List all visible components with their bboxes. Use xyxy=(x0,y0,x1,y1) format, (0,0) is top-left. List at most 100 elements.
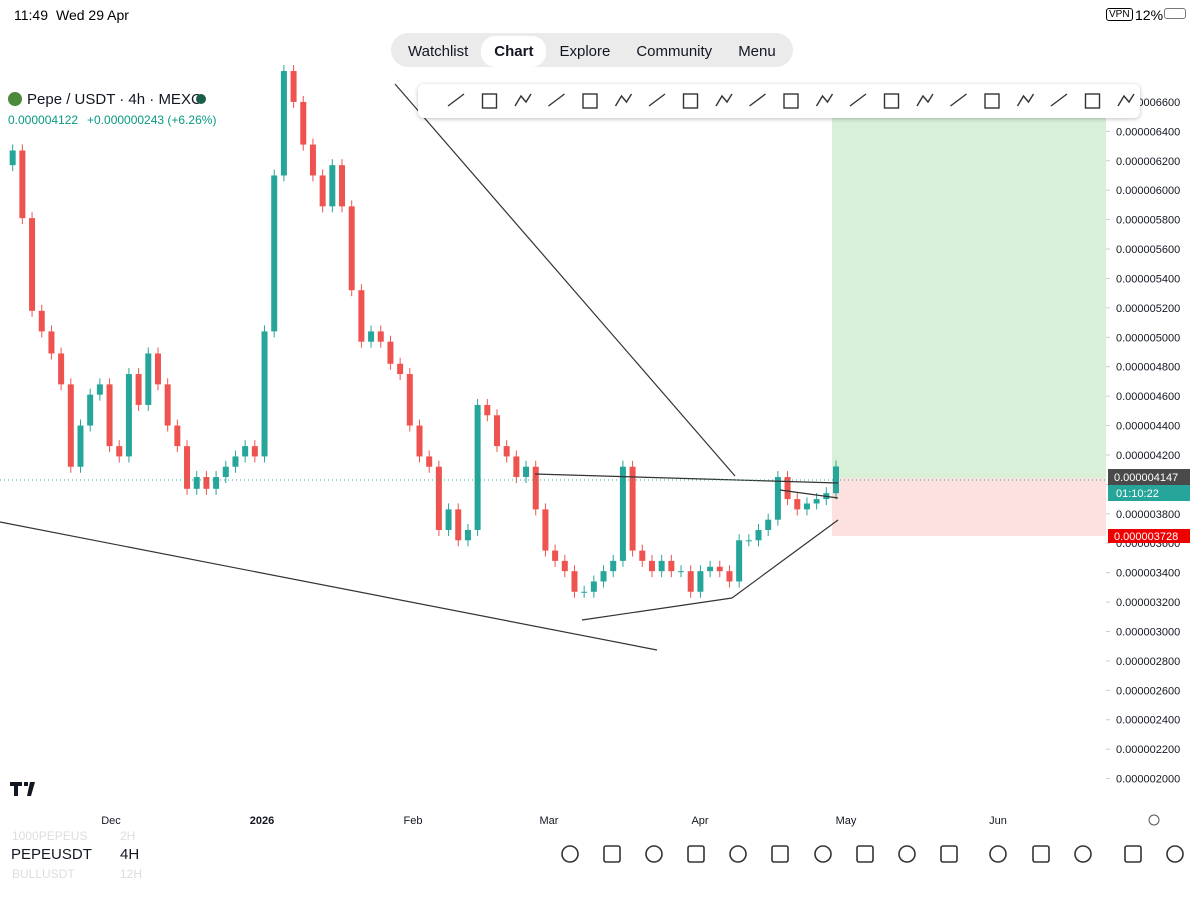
tool-icon[interactable] xyxy=(883,93,900,109)
candle-body xyxy=(571,571,578,592)
next-symbol[interactable]: BULLUSDT xyxy=(12,867,75,881)
tool-icon[interactable] xyxy=(749,93,766,107)
candle-body xyxy=(503,446,510,457)
bottom-icon[interactable] xyxy=(603,845,621,863)
tool-icon[interactable] xyxy=(715,93,733,107)
y-tick-label: 0.000003400 xyxy=(1116,568,1180,580)
candle-body xyxy=(493,415,500,447)
y-tick-label: 0.000005000 xyxy=(1116,332,1180,344)
candle-body xyxy=(251,446,258,457)
candle-body xyxy=(377,331,384,342)
x-tick-label: 2026 xyxy=(250,815,274,827)
candle-body xyxy=(154,353,161,385)
candle-body xyxy=(474,404,481,530)
candle-body xyxy=(193,477,200,489)
nav-tab[interactable]: Community xyxy=(636,43,713,60)
candle-body xyxy=(687,571,694,592)
bottom-icon[interactable] xyxy=(645,845,663,863)
interval[interactable]: 4H xyxy=(120,846,140,863)
prev-interval[interactable]: 2H xyxy=(120,829,136,843)
trend-line xyxy=(394,83,736,477)
bottom-icon[interactable] xyxy=(561,845,579,863)
bottom-icon[interactable] xyxy=(729,845,747,863)
candle-body xyxy=(523,466,530,478)
bottom-icon[interactable] xyxy=(814,845,832,863)
bottom-bar xyxy=(0,830,1200,900)
trend-line xyxy=(0,521,658,651)
candle-body xyxy=(542,509,549,551)
nav-tab[interactable]: Chart xyxy=(481,36,547,67)
y-tick-label: 0.000005600 xyxy=(1116,244,1180,256)
stop-price-tag xyxy=(1108,529,1190,543)
candle-body xyxy=(48,331,55,354)
candle-body xyxy=(19,150,26,219)
candle-body xyxy=(222,466,229,478)
candle-body xyxy=(552,550,559,561)
bottom-icon[interactable] xyxy=(940,845,958,863)
next-interval[interactable]: 12H xyxy=(120,867,143,881)
candle-body xyxy=(271,175,278,332)
tool-icon[interactable] xyxy=(783,93,799,109)
x-tick-label: Mar xyxy=(540,815,559,827)
symbol[interactable]: PEPEUSDT xyxy=(11,846,92,863)
tool-icon[interactable] xyxy=(916,93,934,107)
bottom-icon[interactable] xyxy=(687,845,705,863)
bottom-icon[interactable] xyxy=(1124,845,1142,863)
tool-icon[interactable] xyxy=(849,93,867,107)
candle-body xyxy=(629,466,636,551)
tool-icon[interactable] xyxy=(614,93,633,107)
nav-tab[interactable]: Menu xyxy=(738,43,776,60)
header-change: +0.000000243 (+6.26%) xyxy=(87,113,217,127)
nav-tab[interactable]: Explore xyxy=(559,43,611,60)
nav-tab[interactable]: Watchlist xyxy=(408,43,469,60)
tool-icon[interactable] xyxy=(1117,93,1135,107)
tool-icon[interactable] xyxy=(1016,93,1035,107)
candle-body xyxy=(319,175,326,207)
tool-icon[interactable] xyxy=(815,93,834,107)
candle-body xyxy=(242,446,249,457)
tool-icon[interactable] xyxy=(1084,93,1101,109)
candle-body xyxy=(280,71,287,176)
candle-body xyxy=(803,503,810,510)
bottom-icon[interactable] xyxy=(898,845,916,863)
bottom-icon[interactable] xyxy=(989,845,1007,863)
candle-body xyxy=(561,560,568,572)
bottom-icon[interactable] xyxy=(1166,845,1184,863)
tool-icon[interactable] xyxy=(950,93,967,107)
tool-icon[interactable] xyxy=(514,93,532,107)
y-tick-label: 0.000005400 xyxy=(1116,273,1180,285)
candle-body xyxy=(600,571,607,582)
bottom-icon[interactable] xyxy=(771,845,789,863)
candle-body xyxy=(203,477,210,489)
bottom-icon[interactable] xyxy=(856,845,874,863)
drawing-toolbar xyxy=(418,84,1140,118)
candle-body xyxy=(29,218,36,311)
candle-body xyxy=(668,560,675,572)
tool-icon[interactable] xyxy=(984,93,1000,109)
candle-body xyxy=(387,341,394,364)
bottom-icon[interactable] xyxy=(1032,845,1050,863)
candle-body xyxy=(261,331,268,457)
candle-body xyxy=(755,529,762,541)
candle-body xyxy=(716,566,723,572)
tool-icon[interactable] xyxy=(648,93,666,107)
tool-icon[interactable] xyxy=(481,93,498,109)
tool-icon[interactable] xyxy=(582,93,598,109)
tool-icon[interactable] xyxy=(548,93,565,107)
candle-body xyxy=(87,394,94,426)
y-tick-label: 0.000005200 xyxy=(1116,303,1180,315)
candle-body xyxy=(329,165,336,207)
bottom-icon[interactable] xyxy=(1074,845,1092,863)
prev-symbol[interactable]: 1000PEPEUS xyxy=(12,829,88,843)
x-tick-label: Dec xyxy=(101,815,121,827)
bottom-icons xyxy=(561,845,1184,863)
tool-icon[interactable] xyxy=(447,93,465,107)
candle-body xyxy=(697,571,704,592)
nav-bar: Watchlist Chart Explore Community Menu xyxy=(391,33,793,67)
tool-icon[interactable] xyxy=(682,93,699,109)
candle-body xyxy=(726,571,733,582)
candle-body xyxy=(368,331,375,342)
tool-icon[interactable] xyxy=(1050,93,1068,107)
